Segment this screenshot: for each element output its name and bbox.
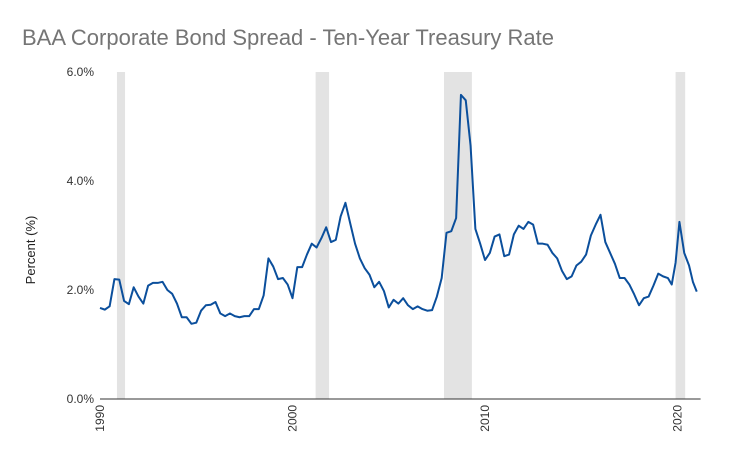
recession-band bbox=[443, 72, 472, 399]
chart-title: BAA Corporate Bond Spread - Ten-Year Tre… bbox=[22, 25, 554, 50]
x-tick-label: 2020 bbox=[671, 405, 685, 432]
y-axis-label: Percent (%) bbox=[23, 216, 38, 285]
y-tick-label: 4.0% bbox=[67, 174, 95, 188]
x-tick-label: 2000 bbox=[286, 405, 300, 432]
recession-band bbox=[675, 72, 686, 399]
data-line bbox=[99, 93, 698, 325]
recession-band bbox=[116, 72, 126, 399]
x-tick-label: 2010 bbox=[478, 405, 492, 432]
y-tick-label: 2.0% bbox=[67, 283, 95, 297]
y-tick-label: 6.0% bbox=[67, 65, 95, 79]
y-tick-label: 0.0% bbox=[67, 392, 95, 406]
x-tick-label: 1990 bbox=[93, 405, 107, 432]
